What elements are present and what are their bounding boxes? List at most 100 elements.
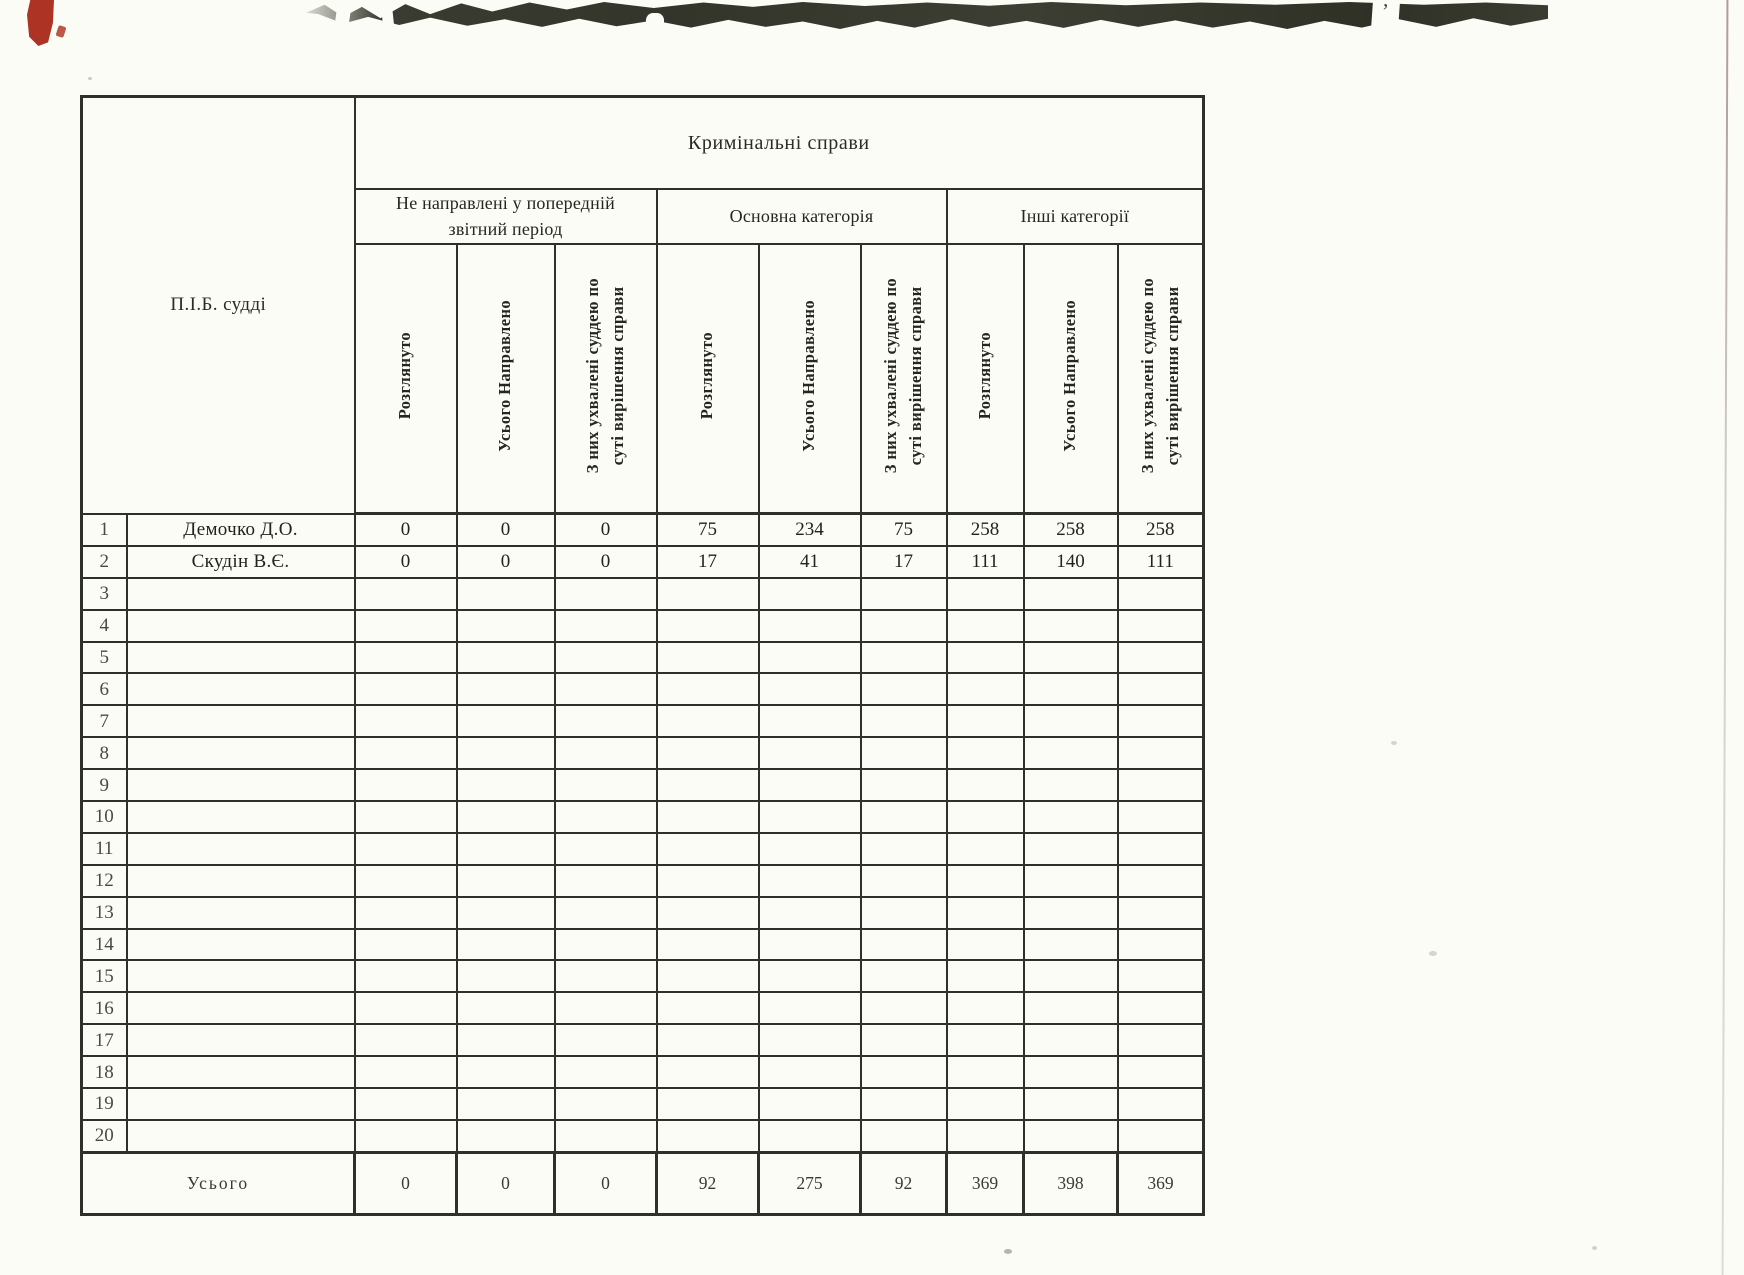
table-row-5: 5	[80, 640, 1205, 675]
value-cell	[1116, 704, 1205, 739]
scanner-artifact-band	[306, 2, 1548, 29]
value-cell	[655, 768, 760, 803]
value-cell	[757, 1118, 862, 1154]
value-cell	[859, 863, 948, 898]
judge-name-cell	[125, 831, 356, 866]
value-cell	[1022, 991, 1119, 1026]
scan-speck	[1004, 1249, 1012, 1254]
value-cell	[553, 640, 658, 675]
group-header-other-categories: Інші категорії	[945, 188, 1205, 245]
value-cell	[455, 800, 556, 834]
value-cell	[353, 831, 458, 866]
value-cell	[757, 831, 862, 866]
scan-speck	[1391, 741, 1397, 745]
value-cell: 258	[1116, 512, 1205, 547]
value-cell	[757, 1023, 862, 1058]
value-cell	[945, 959, 1025, 994]
value-cell	[1116, 1118, 1205, 1154]
table-row-13: 13	[80, 895, 1205, 930]
table-row-6: 6	[80, 672, 1205, 707]
value-cell	[859, 576, 948, 611]
value-cell	[353, 1118, 458, 1154]
table-row-2: 2 Скудін В.Є. 0 0 0 17 41 17 111 140 111	[80, 544, 1205, 579]
value-cell: 0	[553, 512, 658, 547]
column-header-label: Розглянуто	[974, 332, 994, 420]
value-cell	[1022, 927, 1119, 962]
value-cell	[455, 831, 556, 866]
judge-name-cell	[125, 736, 356, 771]
value-cell	[859, 831, 948, 866]
value-cell	[655, 704, 760, 739]
scan-speck	[1592, 1246, 1597, 1250]
value-cell: 234	[757, 512, 862, 547]
row-number: 7	[80, 704, 128, 739]
value-cell	[945, 895, 1025, 930]
value-cell	[553, 959, 658, 994]
value-cell	[757, 608, 862, 643]
value-cell: 0	[353, 544, 458, 579]
table-row-12: 12	[80, 863, 1205, 898]
column-header-8: Усього Направлено	[1022, 243, 1119, 515]
row-number: 11	[80, 831, 128, 866]
value-cell	[655, 1118, 760, 1154]
scan-band-gap	[646, 13, 664, 31]
row-number: 19	[80, 1087, 128, 1121]
value-cell	[1022, 704, 1119, 739]
value-cell	[1022, 1087, 1119, 1121]
value-cell	[655, 863, 760, 898]
value-cell	[655, 1023, 760, 1058]
row-number: 10	[80, 800, 128, 834]
value-cell	[757, 640, 862, 675]
value-cell	[859, 895, 948, 930]
total-value-cell: 0	[353, 1150, 459, 1216]
scan-speck	[88, 77, 92, 80]
value-cell	[1022, 959, 1119, 994]
value-cell	[859, 927, 948, 962]
totals-row: Усього 0 0 0 92 275 92 369 398 369	[79, 1150, 1206, 1216]
value-cell	[1116, 895, 1205, 930]
value-cell	[1116, 768, 1205, 803]
row-number: 17	[80, 1023, 128, 1058]
value-cell	[757, 576, 862, 611]
value-cell	[1022, 1023, 1119, 1058]
value-cell	[455, 704, 556, 739]
judge-name-cell	[125, 863, 356, 898]
value-cell	[1022, 863, 1119, 898]
value-cell	[553, 1087, 658, 1121]
value-cell	[945, 576, 1025, 611]
value-cell: 75	[859, 512, 948, 547]
value-cell	[859, 704, 948, 739]
value-cell	[859, 672, 948, 707]
value-cell	[859, 800, 948, 834]
column-header-9: З них ухвалені суддею по суті вирішення …	[1116, 243, 1205, 515]
value-cell	[353, 991, 458, 1026]
value-cell	[655, 927, 760, 962]
judge-name-cell	[125, 927, 356, 962]
value-cell	[655, 576, 760, 611]
value-cell	[859, 959, 948, 994]
judge-name-cell	[125, 672, 356, 707]
value-cell	[945, 1023, 1025, 1058]
column-header-5: Усього Направлено	[757, 243, 862, 515]
value-cell	[553, 608, 658, 643]
table-row-7: 7	[80, 704, 1205, 739]
value-cell	[553, 1055, 658, 1090]
value-cell	[455, 576, 556, 611]
table-row-15: 15	[80, 959, 1205, 994]
value-cell	[1022, 800, 1119, 834]
judge-name-cell	[125, 576, 356, 611]
value-cell	[945, 704, 1025, 739]
value-cell	[859, 1087, 948, 1121]
value-cell	[655, 1055, 760, 1090]
value-cell	[655, 895, 760, 930]
value-cell: 0	[353, 512, 458, 547]
value-cell: 17	[655, 544, 760, 579]
stray-apostrophe-mark: ’	[1382, 0, 1389, 23]
value-cell	[455, 959, 556, 994]
value-cell	[455, 1023, 556, 1058]
value-cell: 258	[1022, 512, 1119, 547]
value-cell	[553, 768, 658, 803]
value-cell	[655, 959, 760, 994]
judge-name-cell	[125, 1055, 356, 1090]
row-number: 9	[80, 768, 128, 803]
